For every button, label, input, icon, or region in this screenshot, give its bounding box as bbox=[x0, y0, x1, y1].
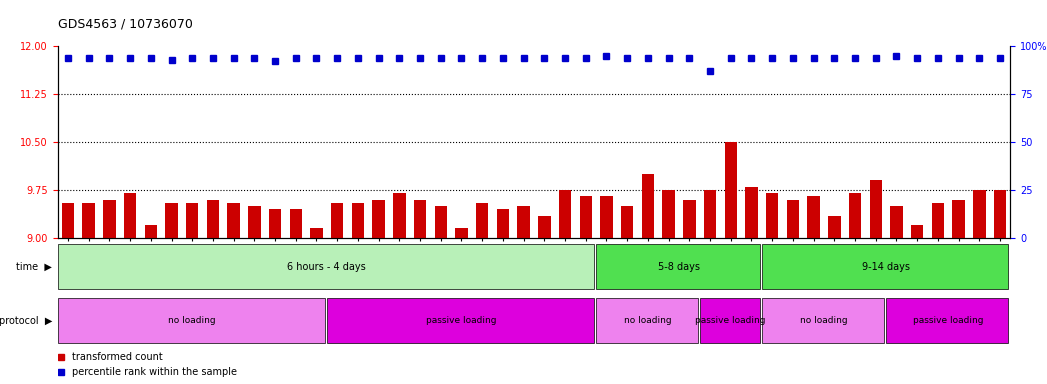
Text: no loading: no loading bbox=[800, 316, 848, 325]
Bar bbox=[269, 209, 282, 238]
FancyBboxPatch shape bbox=[762, 245, 1008, 290]
Bar bbox=[663, 190, 675, 238]
Bar bbox=[849, 193, 862, 238]
Text: time  ▶: time ▶ bbox=[17, 262, 52, 272]
FancyBboxPatch shape bbox=[886, 298, 1008, 343]
Bar bbox=[600, 197, 612, 238]
Bar bbox=[435, 206, 447, 238]
Text: no loading: no loading bbox=[169, 316, 216, 325]
Bar bbox=[745, 187, 758, 238]
Bar bbox=[104, 200, 115, 238]
Bar bbox=[165, 203, 178, 238]
Text: GDS4563 / 10736070: GDS4563 / 10736070 bbox=[58, 18, 193, 31]
Bar bbox=[932, 203, 944, 238]
Text: percentile rank within the sample: percentile rank within the sample bbox=[72, 367, 238, 377]
FancyBboxPatch shape bbox=[762, 298, 884, 343]
Bar bbox=[455, 228, 468, 238]
FancyBboxPatch shape bbox=[596, 298, 697, 343]
Bar bbox=[393, 193, 405, 238]
Bar bbox=[973, 190, 985, 238]
Bar bbox=[766, 193, 778, 238]
Text: passive loading: passive loading bbox=[913, 316, 983, 325]
Bar bbox=[683, 200, 695, 238]
Text: protocol  ▶: protocol ▶ bbox=[0, 316, 52, 326]
Bar bbox=[538, 216, 551, 238]
Text: transformed count: transformed count bbox=[72, 352, 163, 362]
Bar bbox=[496, 209, 509, 238]
Bar bbox=[869, 180, 882, 238]
Text: passive loading: passive loading bbox=[695, 316, 766, 325]
Bar bbox=[290, 209, 302, 238]
Bar bbox=[310, 228, 322, 238]
Text: 5-8 days: 5-8 days bbox=[658, 262, 700, 272]
Bar bbox=[186, 203, 199, 238]
FancyBboxPatch shape bbox=[327, 298, 594, 343]
FancyBboxPatch shape bbox=[58, 298, 325, 343]
Bar bbox=[414, 200, 426, 238]
Bar bbox=[786, 200, 799, 238]
Bar bbox=[62, 203, 74, 238]
Bar bbox=[227, 203, 240, 238]
Text: no loading: no loading bbox=[624, 316, 672, 325]
Bar bbox=[248, 206, 261, 238]
Bar bbox=[144, 225, 157, 238]
Bar bbox=[580, 197, 592, 238]
FancyBboxPatch shape bbox=[58, 245, 594, 290]
FancyBboxPatch shape bbox=[699, 298, 760, 343]
Bar bbox=[704, 190, 716, 238]
Bar bbox=[83, 203, 95, 238]
Bar bbox=[476, 203, 488, 238]
Text: 9-14 days: 9-14 days bbox=[862, 262, 910, 272]
Bar bbox=[621, 206, 633, 238]
Bar bbox=[331, 203, 343, 238]
Bar bbox=[890, 206, 903, 238]
Text: passive loading: passive loading bbox=[426, 316, 496, 325]
Bar bbox=[373, 200, 385, 238]
Bar bbox=[725, 142, 737, 238]
Bar bbox=[559, 190, 572, 238]
Bar bbox=[124, 193, 136, 238]
Bar bbox=[828, 216, 841, 238]
Text: 6 hours - 4 days: 6 hours - 4 days bbox=[288, 262, 366, 272]
FancyBboxPatch shape bbox=[596, 245, 760, 290]
Bar bbox=[911, 225, 923, 238]
Bar bbox=[953, 200, 964, 238]
Bar bbox=[994, 190, 1006, 238]
Bar bbox=[517, 206, 530, 238]
Bar bbox=[807, 197, 820, 238]
Bar bbox=[642, 174, 654, 238]
Bar bbox=[352, 203, 364, 238]
Bar bbox=[206, 200, 219, 238]
